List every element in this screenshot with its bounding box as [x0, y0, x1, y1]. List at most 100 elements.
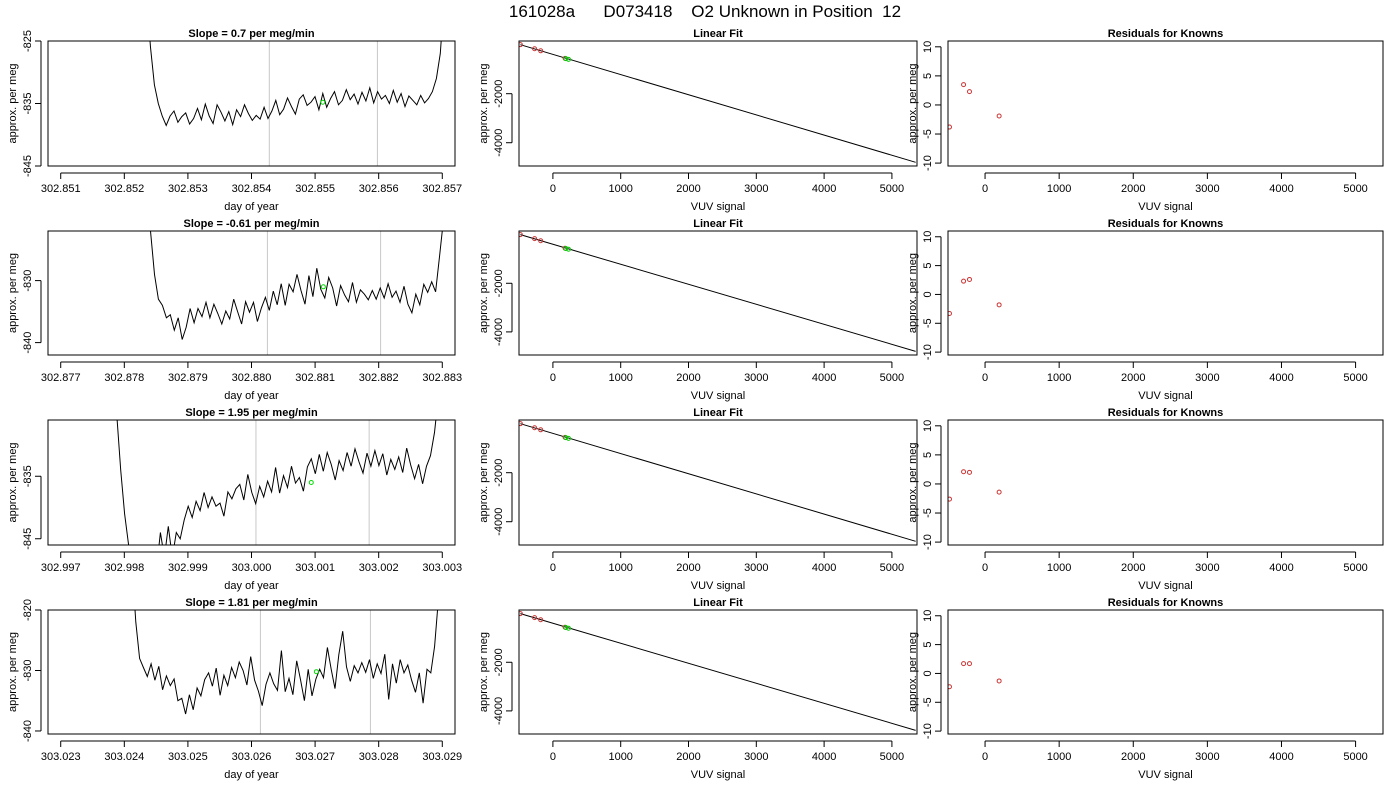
y-tick-label: -5	[922, 129, 934, 139]
y-tick-label: 10	[922, 41, 934, 53]
y-axis-label: approx. per meg	[7, 442, 19, 522]
x-tick-label: 0	[982, 372, 988, 384]
panel-title: Slope = 1.95 per meg/min	[185, 407, 318, 419]
x-tick-label: 302.851	[41, 183, 81, 195]
x-tick-label: 4000	[812, 751, 836, 763]
x-tick-label: 302.856	[359, 183, 399, 195]
x-tick-label: 303.025	[168, 751, 208, 763]
x-tick-label: 5000	[880, 183, 904, 195]
residual-point	[996, 113, 1002, 119]
y-tick-label: -5	[922, 508, 934, 518]
x-tick-label: 0	[550, 751, 556, 763]
plot-frame	[947, 40, 1384, 167]
panel-title: Slope = 0.7 per meg/min	[188, 28, 315, 40]
y-axis-label: approx. per meg	[907, 442, 919, 522]
x-tick-label: 302.853	[168, 183, 208, 195]
y-tick-label: -4000	[493, 129, 505, 157]
x-tick-label: 2000	[676, 372, 700, 384]
x-tick-label: 302.998	[104, 562, 144, 574]
x-tick-label: 5000	[880, 751, 904, 763]
residual-point	[966, 661, 972, 667]
x-tick-label: 302.880	[232, 372, 272, 384]
x-tick-label: 302.879	[168, 372, 208, 384]
y-tick-label: -4000	[493, 697, 505, 725]
x-tick-label: 4000	[812, 562, 836, 574]
x-tick-label: 302.877	[41, 372, 81, 384]
y-tick-label: 0	[922, 481, 934, 487]
y-tick-label: -840	[22, 332, 34, 354]
x-tick-label: 303.029	[422, 751, 462, 763]
y-axis-label: approx. per meg	[478, 253, 490, 333]
y-tick-label: 5	[922, 642, 934, 648]
panel-3: Residuals for Knowns 0 1000 2000 3000 4000 500…	[907, 28, 1384, 213]
x-tick-label: 0	[550, 562, 556, 574]
known-point	[538, 617, 544, 623]
plot-area	[116, 420, 437, 545]
y-tick-label: 5	[922, 452, 934, 458]
plot-frame	[947, 230, 1384, 356]
plot-area	[149, 41, 442, 166]
panel-title: Linear Fit	[693, 597, 743, 609]
plot-area	[948, 276, 1002, 316]
y-tick-label: -820	[22, 599, 34, 621]
x-tick-label: 0	[550, 183, 556, 195]
x-tick-label: 0	[982, 562, 988, 574]
highlight-point	[320, 99, 326, 105]
x-tick-label: 4000	[1269, 372, 1293, 384]
x-tick-label: 302.857	[422, 183, 462, 195]
plot-frame	[47, 609, 456, 735]
x-axis-label: day of year	[224, 201, 279, 213]
known-point	[532, 425, 538, 431]
y-tick-label: 0	[922, 291, 934, 297]
plot-area	[149, 231, 443, 355]
plot-frame	[947, 419, 1384, 546]
known-point	[519, 421, 523, 427]
data-trace	[134, 610, 439, 715]
x-axis-label: VUV signal	[691, 390, 745, 402]
y-tick-label: -840	[22, 720, 34, 742]
panel-9: Residuals for Knowns 0 1000 2000 3000 4000 500…	[907, 407, 1384, 592]
y-tick-label: 10	[922, 231, 934, 243]
highlight-point	[313, 669, 319, 675]
x-tick-label: 5000	[1343, 183, 1367, 195]
fit-line	[520, 44, 916, 163]
unknown-point	[565, 56, 571, 62]
x-tick-label: 303.002	[359, 562, 399, 574]
x-tick-label: 302.881	[295, 372, 335, 384]
residual-point	[966, 469, 972, 475]
panel-title: Residuals for Knowns	[1108, 407, 1224, 419]
residual-point	[948, 496, 952, 502]
x-tick-label: 0	[550, 372, 556, 384]
x-tick-label: 3000	[744, 751, 768, 763]
x-tick-label: 302.883	[422, 372, 462, 384]
x-axis-label: VUV signal	[1138, 390, 1192, 402]
unknown-point	[563, 246, 569, 252]
y-tick-label: 10	[922, 610, 934, 622]
y-axis-label: approx. per meg	[907, 632, 919, 712]
y-tick-label: -845	[22, 155, 34, 177]
plot-area	[948, 469, 1002, 502]
x-tick-label: 303.028	[359, 751, 399, 763]
panel-title: Linear Fit	[693, 28, 743, 40]
residual-point	[948, 684, 952, 690]
x-tick-label: 1000	[1047, 183, 1071, 195]
residual-point	[966, 276, 972, 282]
panel-title: Linear Fit	[693, 218, 743, 230]
x-axis-label: VUV signal	[691, 580, 745, 592]
panel-1: Slope = 0.7 per meg/min 302.851 302.852 302…	[7, 28, 462, 213]
plot-area	[519, 611, 916, 731]
panel-title: Residuals for Knowns	[1108, 597, 1224, 609]
x-tick-label: 3000	[1195, 372, 1219, 384]
x-axis-label: VUV signal	[1138, 201, 1192, 213]
x-tick-label: 0	[982, 751, 988, 763]
unknown-point	[565, 625, 571, 631]
x-tick-label: 303.026	[232, 751, 272, 763]
fit-line	[520, 613, 916, 731]
plot-frame	[47, 40, 456, 167]
y-axis-label: approx. per meg	[7, 632, 19, 712]
x-tick-label: 5000	[1343, 562, 1367, 574]
known-point	[532, 236, 538, 242]
residual-point	[996, 678, 1002, 684]
x-axis-label: VUV signal	[1138, 580, 1192, 592]
plot-area	[519, 42, 916, 163]
